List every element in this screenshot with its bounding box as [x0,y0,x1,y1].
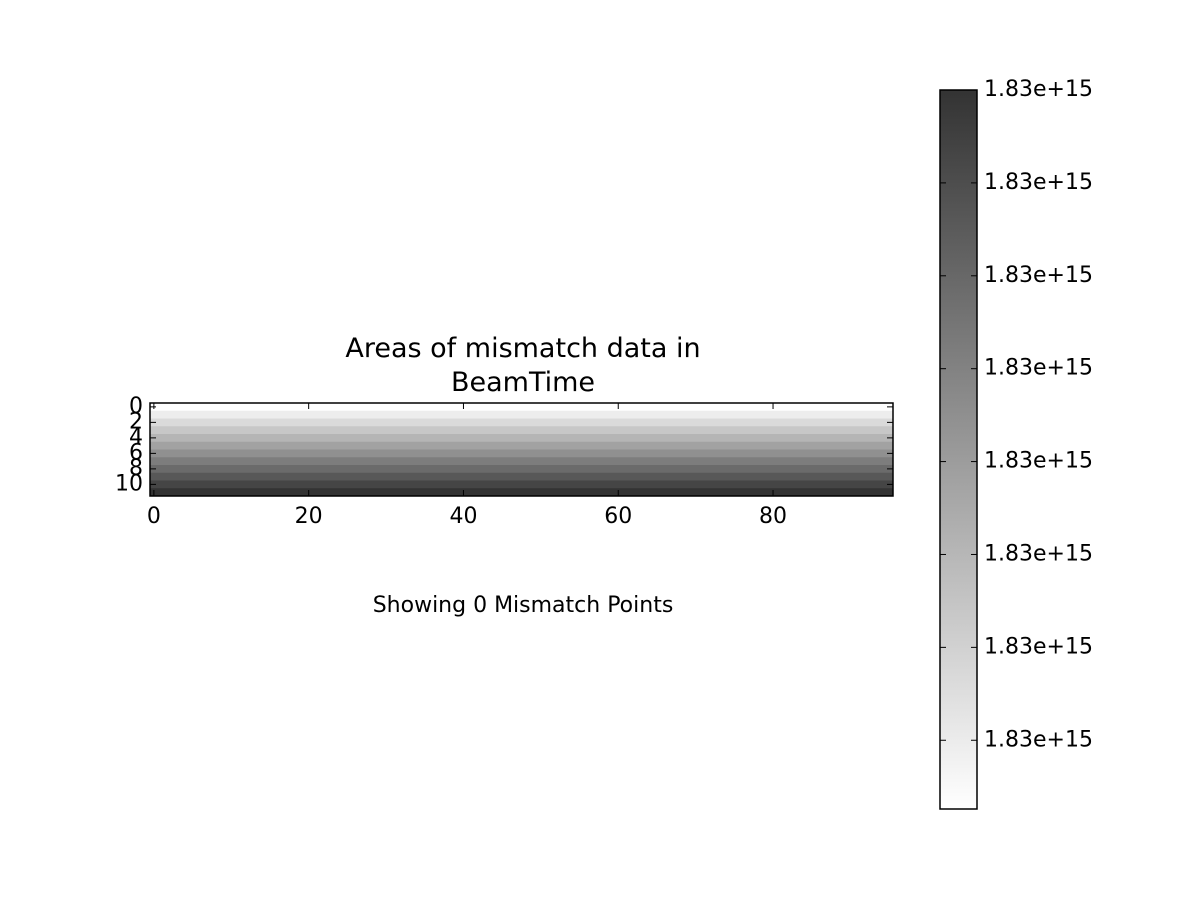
heatmap-cell [150,403,893,412]
colorbar-tick-label: 1.83e+15 [984,541,1093,566]
heatmap-cell [150,449,893,458]
y-tick-label: 4 [129,425,143,450]
colorbar-tick-label: 1.83e+15 [984,356,1093,381]
y-tick-label: 6 [129,440,143,465]
colorbar-tick-label: 1.83e+15 [984,449,1093,474]
heatmap-cell [150,457,893,466]
y-tick-label: 8 [129,456,143,481]
x-axis-label: Showing 0 Mismatch Points [373,593,674,618]
heatmap-cell [150,426,893,435]
y-tick-label: 0 [129,394,143,419]
heatmap-cell [150,488,893,497]
heatmap-cell [150,472,893,481]
x-tick-label: 60 [604,504,632,529]
colorbar-tick-label: 1.83e+15 [984,77,1093,102]
colorbar-tick-label: 1.83e+15 [984,727,1093,752]
heatmap-cell [150,441,893,450]
colorbar-tick-label: 1.83e+15 [984,263,1093,288]
x-tick-label: 80 [759,504,787,529]
colorbar [939,89,978,810]
x-tick-label: 40 [449,504,477,529]
y-tick-label: 2 [129,409,143,434]
colorbar-tick-label: 1.83e+15 [984,634,1093,659]
colorbar-tick-label: 1.83e+15 [984,170,1093,195]
x-tick-label: 0 [147,504,161,529]
x-tick-label: 20 [295,504,323,529]
heatmap-cell [150,434,893,443]
chart-title: Areas of mismatch data in BeamTime [345,333,700,398]
axes-frame [149,402,894,497]
heatmap-cell [150,418,893,427]
heatmap-cell [150,480,893,489]
heatmap-cell [150,465,893,474]
y-tick-label: 10 [115,471,143,496]
heatmap-cell [150,410,893,419]
